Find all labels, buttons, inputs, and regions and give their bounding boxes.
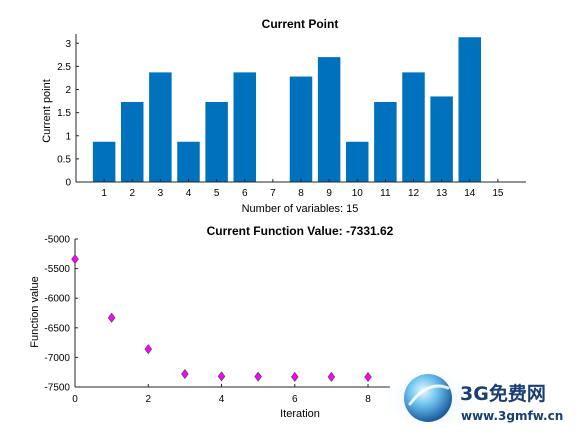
y-tick-label: 0 [65,178,71,189]
bar [92,141,116,182]
chart-title: Current Point [262,17,339,31]
bar [205,101,228,182]
axes [74,238,390,388]
x-tick-labels: 1 2 3 4 5 6 7 8 9 10 11 12 13 14 15 [101,188,504,199]
axes [75,34,526,183]
x-tick-label: 4 [186,188,192,199]
data-point-diamond [107,312,116,323]
x-tick-labels: 0 2 4 6 8 [72,394,371,405]
x-tick-label: 6 [242,188,248,199]
bar [346,141,369,182]
x-tick-label: 13 [436,188,448,199]
data-point-diamond [217,371,226,382]
y-axis-label: Function value [29,276,41,348]
x-tick-label: 5 [214,188,220,199]
data-point-diamond [327,371,336,382]
data-point-diamond [364,372,372,383]
bar [458,37,481,182]
current-point-chart: Current Point Number of variables: 15 Cu… [41,17,526,215]
bars [92,37,481,182]
x-tick-label: 7 [270,188,276,199]
x-tick-label: 8 [298,188,304,199]
bar [177,141,200,182]
x-tick-label: 15 [492,188,504,199]
watermark-brand: 3G免费网 [460,382,546,405]
function-value-chart: Current Function Value: -7331.62 Iterati… [29,224,394,420]
y-tick-label: 2.5 [57,62,71,73]
bar [289,76,313,182]
y-tick-label: -7500 [44,383,70,394]
y-tick-label: -5000 [44,235,70,246]
x-tick-label: 4 [219,394,225,405]
x-axis-label: Number of variables: 15 [242,203,359,215]
x-tick-label: 6 [292,394,298,405]
x-tick-label: 3 [158,188,164,199]
y-axis-label: Current point [41,79,53,143]
bar [121,101,144,182]
y-tick-label: -7000 [44,353,70,364]
x-tick-label: 1 [101,188,107,199]
x-tick-label: 0 [72,394,78,405]
x-tick-label: 8 [365,394,371,405]
globe-logo-icon [404,374,452,422]
chart-title: Current Function Value: -7331.62 [207,224,394,238]
y-tick-label: -6500 [44,323,70,334]
x-tick-label: 2 [129,188,135,199]
bar [430,96,453,182]
x-axis-label: Iteration [280,408,320,420]
y-tick-label: -5500 [44,264,70,275]
x-tick-label: 14 [464,188,476,199]
y-tick-labels: -7500 -7000 -6500 -6000 -5500 -5000 [44,235,70,394]
x-tick-label: 9 [326,188,332,199]
watermark-url: www.3gmfw.cn [461,409,563,423]
bar [402,72,425,182]
y-tick-label: -6000 [44,294,70,305]
x-tick-label: 2 [145,394,151,405]
bar [317,57,341,182]
bar [149,72,172,182]
y-tick-labels: 0 0.5 1 1.5 2 2.5 3 [57,39,71,189]
y-tick-label: 1.5 [57,108,71,119]
x-tick-label: 11 [380,188,391,199]
bar [233,72,256,182]
y-tick-label: 3 [65,39,71,50]
x-tick-label: 10 [352,188,364,199]
logo-swoosh [408,384,450,406]
x-tick-label: 12 [408,188,420,199]
watermark: 3G免费网 www.3gmfw.cn [382,366,563,434]
data-point-diamond [71,254,79,265]
y-tick-label: 0.5 [57,154,71,165]
bar [374,101,397,182]
y-tick-label: 2 [65,85,71,96]
data-point-diamond [291,371,299,382]
data-point-diamond [181,368,189,379]
data-points [71,254,372,383]
data-point-diamond [144,344,153,355]
y-tick-label: 1 [65,131,71,142]
data-point-diamond [254,371,262,382]
